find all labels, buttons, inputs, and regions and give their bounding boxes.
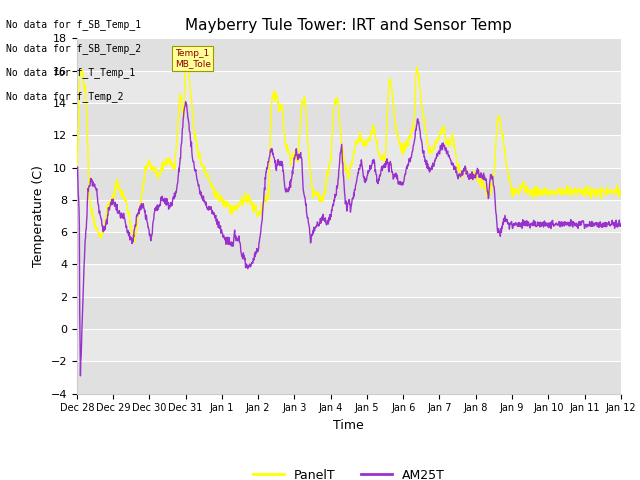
Title: Mayberry Tule Tower: IRT and Sensor Temp: Mayberry Tule Tower: IRT and Sensor Temp — [186, 18, 512, 33]
Bar — [77, 361, 621, 394]
Bar — [77, 232, 621, 264]
Bar — [77, 38, 621, 71]
Text: No data for f_SB_Temp_1: No data for f_SB_Temp_1 — [6, 19, 141, 30]
Text: No data for f_Temp_2: No data for f_Temp_2 — [6, 91, 124, 102]
Bar — [77, 103, 621, 135]
Bar — [77, 71, 621, 103]
Bar — [77, 200, 621, 232]
Text: Temp_1
MB_Tole: Temp_1 MB_Tole — [175, 49, 211, 69]
Bar — [77, 135, 621, 168]
Text: No data for f_SB_Temp_2: No data for f_SB_Temp_2 — [6, 43, 141, 54]
Bar — [77, 297, 621, 329]
Bar — [77, 168, 621, 200]
Legend: PanelT, AM25T: PanelT, AM25T — [248, 464, 450, 480]
X-axis label: Time: Time — [333, 419, 364, 432]
Text: No data for f_T_Temp_1: No data for f_T_Temp_1 — [6, 67, 136, 78]
Bar — [77, 329, 621, 361]
Bar — [77, 264, 621, 297]
Y-axis label: Temperature (C): Temperature (C) — [32, 165, 45, 267]
